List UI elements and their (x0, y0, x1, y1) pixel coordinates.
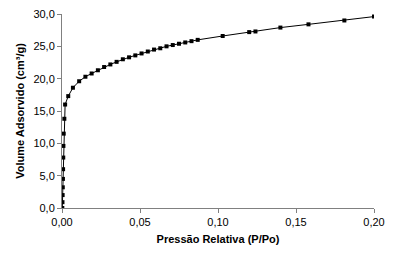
svg-text:0,15: 0,15 (285, 216, 306, 228)
svg-text:0,20: 0,20 (363, 216, 384, 228)
svg-text:0,00: 0,00 (51, 216, 72, 228)
svg-text:0,0: 0,0 (40, 202, 55, 214)
svg-text:15,0: 15,0 (33, 105, 54, 117)
svg-text:Volume Adsorvido (cm³/g): Volume Adsorvido (cm³/g) (14, 43, 26, 179)
svg-text:20,0: 20,0 (33, 73, 54, 85)
svg-text:0,05: 0,05 (129, 216, 150, 228)
svg-text:10,0: 10,0 (33, 137, 54, 149)
svg-text:30,0: 30,0 (33, 8, 54, 20)
svg-text:Pressão Relativa (P/Po): Pressão Relativa (P/Po) (157, 233, 280, 245)
svg-text:25,0: 25,0 (33, 40, 54, 52)
svg-text:0,10: 0,10 (207, 216, 228, 228)
svg-text:5,0: 5,0 (40, 170, 55, 182)
